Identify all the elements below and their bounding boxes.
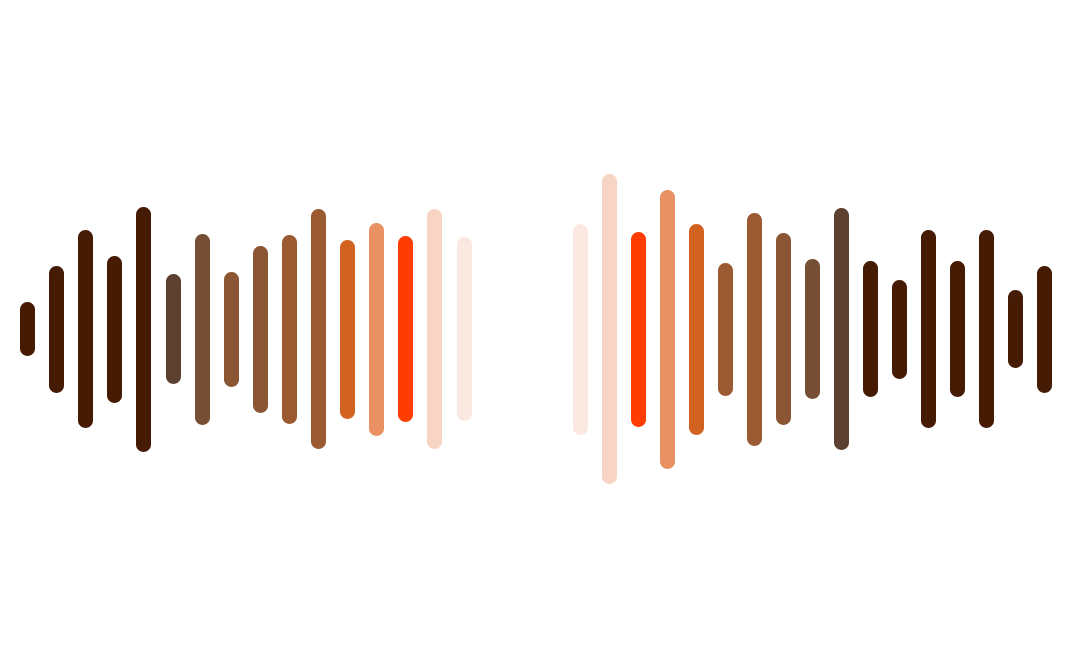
right-wave-bar-4 [660,190,675,469]
left-wave-bar-13 [369,223,384,436]
right-wave-bar-6 [718,263,733,396]
left-wave-bar-5 [136,207,151,452]
left-wave-bar-16 [457,237,472,421]
right-wave-bar-16 [1008,290,1023,368]
left-wave-bar-7 [195,234,210,425]
left-wave-bar-14 [398,236,413,422]
left-wave-bar-11 [311,209,326,449]
right-wave-bar-10 [834,208,849,450]
left-wave-bar-10 [282,235,297,424]
right-wave-bar-14 [950,261,965,397]
right-wave-bar-9 [805,259,820,399]
left-wave-bar-6 [166,274,181,384]
right-wave-bar-12 [892,280,907,379]
left-wave-bar-9 [253,246,268,413]
left-wave-bar-3 [78,230,93,428]
left-wave-bar-4 [107,256,122,403]
right-wave-bar-13 [921,230,936,428]
left-wave-bar-2 [49,266,64,393]
right-wave-bar-15 [979,230,994,428]
left-wave-bar-1 [20,302,35,356]
right-wave-bar-11 [863,261,878,397]
right-wave-bar-3 [631,232,646,427]
right-wave-bar-7 [747,213,762,446]
left-wave-bar-12 [340,240,355,419]
left-wave-bar-15 [427,209,442,449]
right-wave-bar-1 [573,224,588,435]
right-wave-bar-2 [602,174,617,484]
left-wave-bar-8 [224,272,239,387]
right-wave-bar-5 [689,224,704,435]
right-wave-bar-8 [776,233,791,425]
right-wave-bar-17 [1037,266,1052,393]
